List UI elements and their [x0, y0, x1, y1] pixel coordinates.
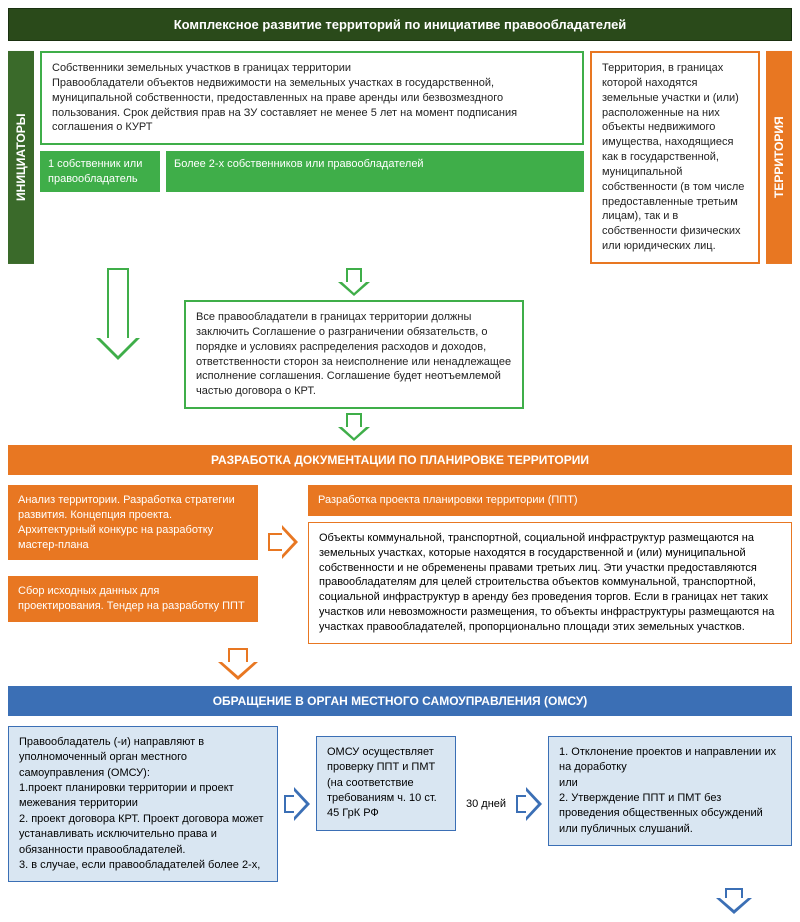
- ppt-header-box: Разработка проекта планировки территории…: [308, 485, 792, 516]
- omsu-right-box: 1. Отклонение проектов и направлении их …: [548, 736, 792, 846]
- initiators-options: 1 собственник или правообладатель Более …: [40, 151, 584, 192]
- arrow-omsu-2: [516, 787, 542, 821]
- initiators-main-text: Собственники земельных участков в границ…: [40, 51, 584, 145]
- arrow-to-omsu: [208, 648, 268, 680]
- omsu-section: Правообладатель (-и) направляют в уполно…: [8, 726, 792, 883]
- initiators-flow-row: Все правообладатели в границах территори…: [8, 268, 792, 441]
- omsu-left-box: Правообладатель (-и) направляют в уполно…: [8, 726, 278, 883]
- omsu-days-label: 30 дней: [462, 798, 510, 810]
- arrow-single-down: [58, 268, 178, 441]
- doc-section-header: РАЗРАБОТКА ДОКУМЕНТАЦИИ ПО ПЛАНИРОВКЕ ТЕ…: [8, 445, 792, 475]
- omsu-section-header: ОБРАЩЕНИЕ В ОРГАН МЕСТНОГО САМОУПРАВЛЕНИ…: [8, 686, 792, 716]
- option-multi-owner: Более 2-х собственников или правообладат…: [166, 151, 584, 192]
- arrow-multi-down-small-2: [184, 413, 524, 441]
- analysis-box: Анализ территории. Разработка стратегии …: [8, 485, 258, 560]
- arrow-doc-right: [266, 485, 300, 644]
- page: Комплексное развитие территорий по иници…: [0, 0, 800, 922]
- arrow-omsu-down: [8, 888, 792, 914]
- initiators-tab: ИНИЦИАТОРЫ: [8, 51, 34, 264]
- ppt-detail-box: Объекты коммунальной, транспортной, соци…: [308, 522, 792, 644]
- main-title: Комплексное развитие территорий по иници…: [8, 8, 792, 41]
- initiators-column: Собственники земельных участков в границ…: [40, 51, 584, 264]
- arrow-multi-down-small: [184, 268, 524, 296]
- multi-owner-detail: Все правообладатели в границах территори…: [184, 300, 524, 409]
- doc-section: Анализ территории. Разработка стратегии …: [8, 485, 792, 644]
- arrow-omsu-1: [284, 787, 310, 821]
- territory-tab: ТЕРРИТОРИЯ: [766, 51, 792, 264]
- territory-text: Территория, в границах которой находятся…: [590, 51, 760, 264]
- top-section: ИНИЦИАТОРЫ Собственники земельных участк…: [8, 51, 792, 264]
- data-collection-box: Сбор исходных данных для проектирования.…: [8, 576, 258, 622]
- doc-right-column: Разработка проекта планировки территории…: [308, 485, 792, 644]
- doc-left-column: Анализ территории. Разработка стратегии …: [8, 485, 258, 644]
- option-single-owner: 1 собственник или правообладатель: [40, 151, 160, 192]
- omsu-mid-box: ОМСУ осуществляет проверку ППТ и ПМТ (на…: [316, 736, 456, 831]
